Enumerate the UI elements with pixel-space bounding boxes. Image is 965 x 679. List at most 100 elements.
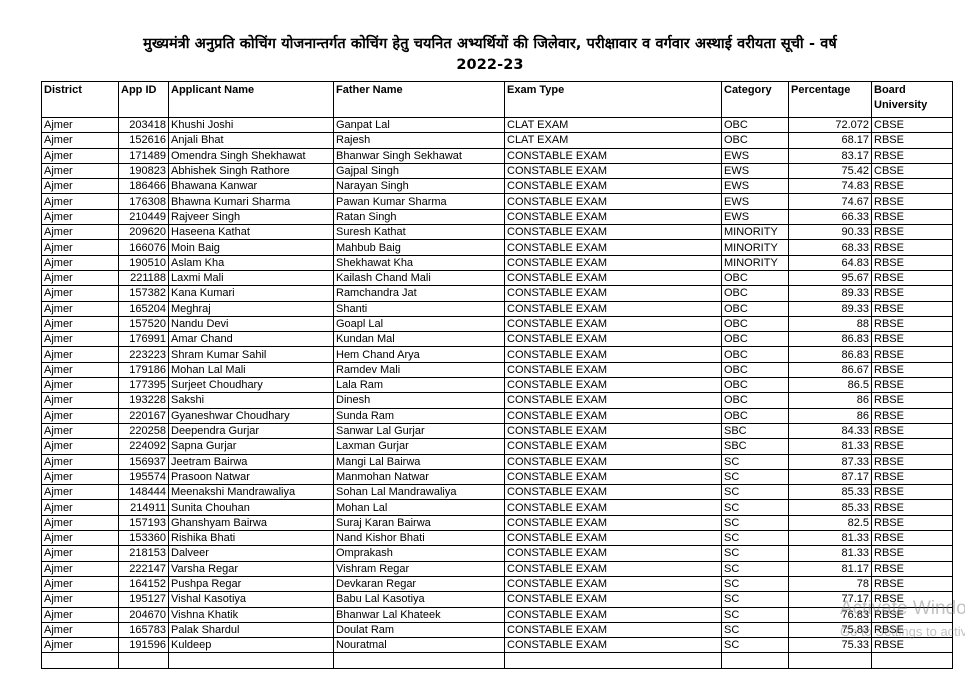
cell-exam-type: CONSTABLE EXAM [504, 208, 722, 226]
cell-empty [871, 652, 953, 669]
cell-board-university: RBSE [871, 407, 953, 424]
cell-category: OBC [721, 132, 789, 149]
cell-district: Ajmer [41, 224, 119, 241]
cell-father-name: Doulat Ram [333, 621, 505, 639]
cell-exam-type: CONSTABLE EXAM [504, 545, 722, 562]
table-row: Ajmer 222147 Varsha Regar Vishram Regar CONS… [41, 560, 953, 577]
cell-father-name: Sohan Lal Mandrawaliya [333, 484, 505, 501]
cell-father-name: Devkaran Regar [333, 575, 505, 593]
table-row: Ajmer 165204 Meghraj Shanti CONSTABLE EXAM OB… [41, 300, 953, 317]
table-row: Ajmer 195127 Vishal Kasotiya Babu Lal Kasot… [41, 591, 953, 608]
cell-board-university: RBSE [871, 361, 953, 379]
table-row: Ajmer 164152 Pushpa Regar Devkaran Regar CON… [41, 575, 953, 593]
cell-father-name: Pawan Kumar Sharma [333, 193, 505, 210]
cell-father-name: Shanti [333, 300, 505, 317]
cell-app-id: 220167 [118, 407, 169, 424]
cell-category: OBC [721, 116, 789, 134]
cell-district: Ajmer [41, 637, 119, 654]
cell-father-name: Lala Ram [333, 377, 505, 394]
cell-applicant-name: Haseena Kathat [168, 224, 334, 241]
cell-category: SC [721, 637, 789, 654]
cell-app-id: 193228 [118, 392, 169, 409]
cell-board-university: RBSE [871, 591, 953, 608]
cell-percentage: 81.17 [788, 560, 872, 577]
cell-applicant-name: Shram Kumar Sahil [168, 346, 334, 363]
cell-applicant-name: Surjeet Choudhary [168, 377, 334, 394]
cell-app-id: 157520 [118, 315, 169, 333]
cell-app-id: 164152 [118, 575, 169, 593]
cell-district: Ajmer [41, 269, 119, 287]
table-row: Ajmer 195574 Prasoon Natwar Manmohan Natwar… [41, 468, 953, 486]
table-row: Ajmer 157382 Kana Kumari Ramchandra Jat CONS… [41, 285, 953, 302]
cell-applicant-name: Laxmi Mali [168, 269, 334, 287]
cell-district: Ajmer [41, 239, 119, 256]
cell-exam-type: CONSTABLE EXAM [504, 315, 722, 333]
cell-district: Ajmer [41, 484, 119, 501]
cell-applicant-name: Rajveer Singh [168, 208, 334, 226]
cell-district: Ajmer [41, 315, 119, 333]
cell-board-university: RBSE [871, 132, 953, 149]
cell-category: SC [721, 621, 789, 639]
cell-empty [721, 652, 789, 669]
cell-board-university: RBSE [871, 285, 953, 302]
cell-empty [118, 652, 169, 669]
cell-applicant-name: Vishal Kasotiya [168, 591, 334, 608]
table-row: Ajmer 148444 Meenakshi Mandrawaliya Sohan L… [41, 484, 953, 501]
cell-category: SC [721, 545, 789, 562]
cell-applicant-name: Mohan Lal Mali [168, 361, 334, 379]
cell-category: SC [721, 560, 789, 577]
cell-father-name: Manmohan Natwar [333, 468, 505, 486]
table-row: Ajmer 220258 Deependra Gurjar Sanwar Lal Gu… [41, 422, 953, 440]
column-header-app-id: App ID [118, 81, 169, 118]
cell-district: Ajmer [41, 499, 119, 516]
cell-father-name: Laxman Gurjar [333, 438, 505, 455]
cell-father-name: Mangi Lal Bairwa [333, 453, 505, 470]
cell-applicant-name: Jeetram Bairwa [168, 453, 334, 470]
table-row: Ajmer 177395 Surjeet Choudhary Lala Ram CONS… [41, 377, 953, 394]
cell-percentage: 85.33 [788, 499, 872, 516]
cell-father-name: Bhanwar Lal Khateek [333, 606, 505, 623]
cell-district: Ajmer [41, 591, 119, 608]
cell-percentage: 72.072 [788, 116, 872, 134]
table-row: Ajmer 218153 Dalveer Omprakash CONSTABLE EXA… [41, 545, 953, 562]
cell-category: SBC [721, 422, 789, 440]
cell-percentage: 76.83 [788, 606, 872, 623]
table-row: Ajmer 214911 Sunita Chouhan Mohan Lal CONSTA… [41, 499, 953, 516]
cell-app-id: 165783 [118, 621, 169, 639]
cell-district: Ajmer [41, 254, 119, 271]
cell-exam-type: CONSTABLE EXAM [504, 591, 722, 608]
cell-applicant-name: Ghanshyam Bairwa [168, 514, 334, 532]
table-row: Ajmer 220167 Gyaneshwar Choudhary Sunda Ram… [41, 407, 953, 424]
cell-board-university: CBSE [871, 116, 953, 134]
cell-exam-type: CONSTABLE EXAM [504, 193, 722, 210]
cell-percentage: 74.67 [788, 193, 872, 210]
cell-district: Ajmer [41, 285, 119, 302]
cell-category: SC [721, 468, 789, 486]
title-line-1: मुख्यमंत्री अनुप्रति कोचिंग योजनान्तर्गत… [143, 36, 837, 52]
cell-board-university: RBSE [871, 637, 953, 654]
cell-exam-type: CONSTABLE EXAM [504, 606, 722, 623]
cell-app-id: 203418 [118, 116, 169, 134]
cell-father-name: Suresh Kathat [333, 224, 505, 241]
cell-category: SC [721, 514, 789, 532]
cell-applicant-name: Nandu Devi [168, 315, 334, 333]
cell-app-id: 152616 [118, 132, 169, 149]
cell-district: Ajmer [41, 147, 119, 164]
cell-board-university: RBSE [871, 269, 953, 287]
cell-district: Ajmer [41, 300, 119, 317]
cell-app-id: 179186 [118, 361, 169, 379]
cell-exam-type: CONSTABLE EXAM [504, 162, 722, 180]
cell-applicant-name: Moin Baig [168, 239, 334, 256]
cell-category: OBC [721, 346, 789, 363]
cell-district: Ajmer [41, 361, 119, 379]
cell-father-name: Goapl Lal [333, 315, 505, 333]
cell-applicant-name: Meenakshi Mandrawaliya [168, 484, 334, 501]
cell-app-id: 224092 [118, 438, 169, 455]
cell-empty [788, 652, 872, 669]
cell-app-id: 156937 [118, 453, 169, 470]
cell-category: SC [721, 575, 789, 593]
cell-app-id: 176308 [118, 193, 169, 210]
cell-board-university: RBSE [871, 346, 953, 363]
table-row: Ajmer 203418 Khushi Joshi Ganpat Lal CLAT EX… [41, 116, 953, 134]
cell-percentage: 81.33 [788, 438, 872, 455]
